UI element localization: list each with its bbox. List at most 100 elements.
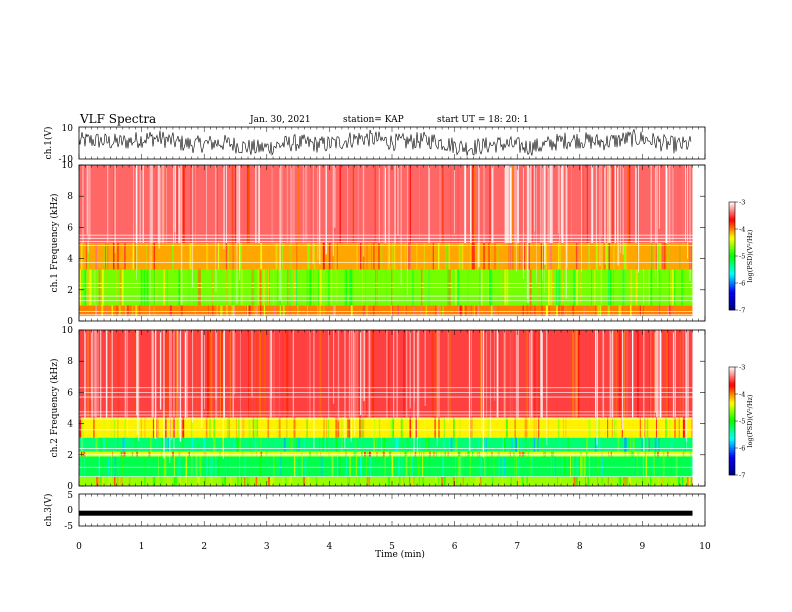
spectrogram-streak	[292, 451, 295, 457]
spectrogram-streak	[368, 451, 371, 457]
colorbar-segment	[729, 437, 735, 440]
spectrogram-streak	[232, 330, 234, 418]
spectrogram-streak	[269, 330, 272, 418]
spectrogram-streak	[273, 476, 275, 486]
spectrogram-streak	[307, 243, 310, 270]
spectrogram-streak	[302, 165, 304, 243]
spectrogram-streak	[216, 243, 218, 270]
spectrogram-streak	[191, 456, 194, 477]
spectrogram-streak	[587, 476, 590, 486]
spectrogram-streak	[345, 305, 346, 317]
spectrogram-streak	[565, 417, 567, 438]
spectrogram-streak	[509, 330, 511, 418]
spectrogram-streak	[650, 476, 652, 486]
spectrogram-streak	[606, 243, 608, 270]
spectrogram-streak	[613, 330, 615, 418]
spectrogram-streak	[390, 451, 392, 457]
spectrogram-streak	[271, 165, 274, 243]
spectrogram-streak	[376, 451, 378, 457]
spectrogram-streak	[386, 330, 388, 418]
spectrogram-streak	[382, 451, 385, 457]
colorbar-segment	[729, 225, 735, 228]
spectrogram-streak	[205, 451, 207, 457]
spectrogram-streak	[469, 456, 471, 477]
spectrogram-streak	[217, 456, 220, 477]
spectrogram-streak	[467, 451, 470, 457]
spectrogram-streak	[512, 417, 514, 438]
spectrogram-streak	[470, 330, 472, 418]
spectrogram-streak	[509, 243, 512, 270]
x-axis-label: Time (min)	[375, 549, 425, 560]
spectrogram-streak	[243, 165, 245, 243]
spectrogram-streak	[95, 243, 97, 270]
spectrogram-streak	[104, 437, 106, 452]
spectrogram-streak	[177, 456, 180, 477]
spectrogram-streak	[526, 476, 528, 486]
spectrogram-streak	[614, 165, 616, 243]
colorbar-tick-label: -7	[739, 307, 745, 315]
colorbar-segment	[729, 241, 735, 244]
spectrogram-streak	[134, 437, 137, 452]
colorbar-segment	[729, 370, 735, 373]
spectrogram-streak	[459, 417, 461, 438]
spectrogram-streak	[355, 451, 357, 457]
ch2-spectrogram-ytick-label: 10	[62, 326, 74, 336]
spectrogram-streak	[349, 456, 352, 477]
spectrogram-streak	[245, 305, 247, 317]
spectrogram-streak	[103, 437, 105, 452]
spectrogram-streak	[192, 451, 195, 457]
spectrogram-streak	[563, 305, 565, 317]
spectrogram-streak	[556, 305, 558, 317]
spectrogram-streak	[384, 456, 386, 477]
spectrogram-streak	[114, 456, 117, 477]
spectrogram-streak	[237, 165, 240, 243]
spectrogram-streak	[215, 330, 217, 400]
spectrogram-streak	[249, 437, 252, 452]
spectrogram-streak	[82, 165, 84, 243]
spectrogram-streak	[447, 330, 449, 423]
spectrogram-streak	[582, 165, 585, 243]
spectrogram-streak	[374, 165, 376, 243]
colorbar-segment	[729, 422, 735, 425]
spectrogram-streak	[572, 456, 574, 477]
spectrogram-streak	[102, 456, 104, 477]
spectrogram-streak	[422, 456, 424, 477]
spectrogram-streak	[206, 456, 208, 477]
ch2-spectrogram-ytick-label: 4	[67, 420, 73, 430]
spectrogram-streak	[389, 451, 391, 457]
spectrogram-streak	[443, 417, 445, 438]
spectrogram-streak	[127, 437, 129, 452]
spectrogram-streak	[458, 305, 460, 317]
spectrogram-streak	[402, 476, 404, 486]
spectrogram-streak	[397, 165, 399, 236]
spectrogram-streak	[533, 165, 535, 243]
spectrogram-streak	[268, 476, 270, 486]
spectrogram-streak	[313, 437, 314, 452]
spectrogram-streak	[596, 476, 598, 486]
spectrogram-streak	[588, 243, 590, 270]
spectrogram-streak	[167, 330, 169, 418]
spectrogram-streak	[232, 243, 234, 270]
spectrogram-streak	[536, 165, 537, 284]
spectrogram-streak	[378, 243, 380, 270]
spectrogram-streak	[492, 305, 495, 317]
spectrogram-streak	[199, 417, 201, 438]
spectrogram-streak	[584, 437, 587, 452]
spectrogram-streak	[518, 330, 519, 418]
ch1-spectrogram-ytick-label: 6	[67, 223, 73, 233]
spectrogram-streak	[221, 476, 224, 486]
spectrogram-streak	[215, 456, 217, 477]
spectrogram-streak	[675, 330, 676, 418]
spectrogram-streak	[111, 305, 113, 317]
spectrogram-streak	[388, 165, 390, 265]
spectrogram-streak	[360, 456, 362, 477]
colorbar-segment	[729, 302, 735, 305]
spectrogram-streak	[344, 330, 346, 449]
spectrogram-streak	[474, 417, 476, 438]
spectrogram-streak	[434, 417, 436, 438]
spectrogram-streak	[640, 456, 642, 477]
spectrogram-streak	[382, 437, 385, 452]
spectrogram-streak	[441, 476, 444, 486]
spectrogram-streak	[607, 476, 609, 486]
colorbar-segment	[729, 428, 735, 431]
